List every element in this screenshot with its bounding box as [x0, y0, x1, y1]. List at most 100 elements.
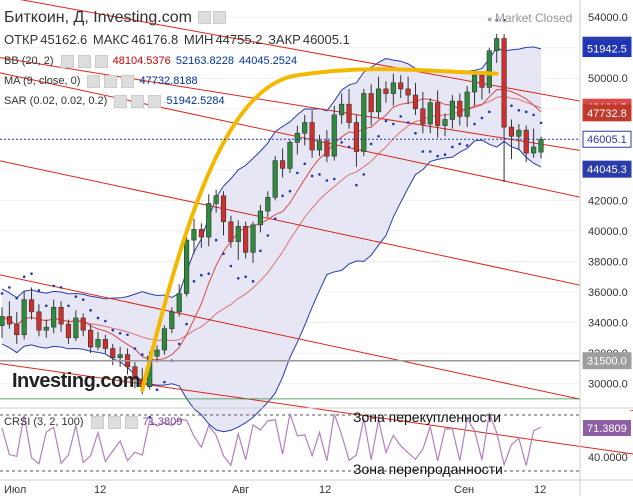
bb-lower-value: 44045.2524: [239, 55, 298, 68]
sar-dot: [406, 121, 410, 124]
ma-close-icon[interactable]: [121, 75, 135, 88]
candle-body: [58, 306, 64, 325]
sar-dot: [177, 342, 181, 346]
candle-body: [279, 160, 286, 169]
open-label: ОТКР: [4, 32, 39, 47]
candle-body: [339, 103, 345, 116]
channel-line: [0, 57, 633, 160]
candle-body: [346, 103, 352, 123]
low-label: МИН: [183, 32, 214, 47]
sar-edit-icon[interactable]: [131, 95, 145, 108]
candle-body: [538, 138, 544, 153]
sar-dot: [30, 272, 33, 275]
candle-body: [442, 119, 448, 126]
sar-dot: [244, 275, 247, 279]
crsi-value-tag-box: [583, 420, 631, 437]
bb-legend[interactable]: BB (20, 2) 48104.5376 52163.8228 44045.2…: [4, 55, 299, 68]
sar-dot: [480, 116, 484, 120]
candle-body: [353, 122, 359, 152]
high-label: МАКС: [92, 32, 130, 47]
sar-dot: [59, 286, 63, 289]
sar-dot: [222, 252, 225, 256]
ma-settings-icon[interactable]: [87, 75, 101, 88]
sar-dot: [148, 415, 151, 419]
sar-close-icon[interactable]: [148, 95, 162, 108]
sar-dot: [325, 179, 329, 182]
bb-label: BB (20, 2): [4, 55, 54, 68]
crsi-legend[interactable]: CRSI (3, 2, 100) 71.3809: [4, 416, 184, 429]
candle-body: [206, 203, 212, 238]
crsi-edit-icon[interactable]: [107, 416, 121, 429]
channel-line: [0, 72, 633, 210]
market-status: ● Market Closed: [487, 11, 573, 25]
candle-body: [294, 132, 300, 143]
edit-icon[interactable]: [213, 11, 227, 25]
candle-body: [176, 293, 182, 313]
candle-body: [368, 93, 374, 113]
sar-dot: [8, 286, 11, 289]
sar-dot: [539, 121, 543, 125]
sar-dot: [465, 144, 469, 147]
price-tag-box: [582, 104, 632, 122]
settings-icon[interactable]: [198, 11, 212, 25]
sar-dot: [310, 174, 314, 178]
sar-dot: [229, 264, 233, 268]
candle-body: [14, 323, 20, 336]
time-axis: Июл 12 Авг 12 Сен 12: [0, 479, 633, 496]
candle-body: [471, 74, 478, 93]
sar-legend[interactable]: SAR (0.02, 0.02, 0.2) 51942.5284: [4, 95, 227, 108]
bb-edit-icon[interactable]: [77, 55, 91, 68]
chart-title-text: Биткоин, Д, Investing.com: [4, 9, 192, 26]
crsi-settings-icon[interactable]: [90, 416, 104, 429]
price-tag-label: 51942.5: [587, 44, 627, 56]
candle-body: [405, 88, 411, 96]
candle-body: [117, 354, 123, 358]
price-tag-box: [582, 160, 632, 178]
watermark-text: Investing.com: [12, 370, 140, 392]
sar-dot: [428, 150, 432, 153]
candle-body: [132, 366, 138, 380]
sar-dot: [377, 134, 380, 138]
sar-dot: [45, 304, 48, 308]
candle-body: [427, 102, 433, 125]
bb-settings-icon[interactable]: [60, 55, 74, 68]
horizontal-levels: [0, 138, 580, 400]
price-tag-box: [582, 130, 632, 148]
price-tick-label: 54000.0: [588, 12, 628, 24]
sar-dot: [281, 194, 284, 198]
sar-dot: [192, 280, 196, 283]
crsi-value: 71.3809: [142, 416, 183, 429]
sar-dot: [126, 333, 129, 337]
price-tick-label: 34000.0: [588, 318, 628, 330]
price-tick-label: 36000.0: [588, 287, 628, 299]
open-value: 45162.6: [40, 32, 88, 47]
crsi-label: CRSI (3, 2, 100): [4, 416, 84, 429]
ma-edit-icon[interactable]: [104, 75, 118, 88]
candle-body: [0, 316, 5, 326]
candle-body: [184, 239, 190, 294]
sar-dot: [443, 153, 447, 156]
sar-dot: [421, 150, 425, 153]
market-status-text: Market Closed: [494, 11, 573, 25]
time-tick-label: Авг: [232, 484, 249, 496]
bb-close-icon[interactable]: [94, 55, 108, 68]
price-tick-label: 38000.0: [588, 256, 628, 268]
high-value: 46176.8: [131, 32, 179, 47]
price-tag-label: 46005.1: [587, 134, 627, 146]
sar-dot: [517, 109, 521, 112]
close-value: 46005.1: [302, 32, 350, 47]
crsi-close-icon[interactable]: [124, 416, 138, 429]
sar-dot: [296, 171, 299, 175]
sar-value: 51942.5284: [166, 95, 225, 108]
ohlc-row: ОТКР 45162.6 МАКС 46176.8 МИН 44755.2 ЗАКР 4…: [4, 32, 352, 47]
ma-legend[interactable]: MA (9, close, 0) 47732.8188: [4, 75, 200, 88]
price-tick-label: 50000.0: [588, 73, 628, 85]
candle-body: [316, 140, 323, 151]
candle-body: [36, 311, 42, 331]
candle-body: [494, 38, 500, 52]
candle-body: [220, 195, 227, 223]
sar-settings-icon[interactable]: [114, 95, 128, 108]
time-tick-label: Сен: [454, 484, 474, 496]
sar-dot: [251, 280, 255, 283]
